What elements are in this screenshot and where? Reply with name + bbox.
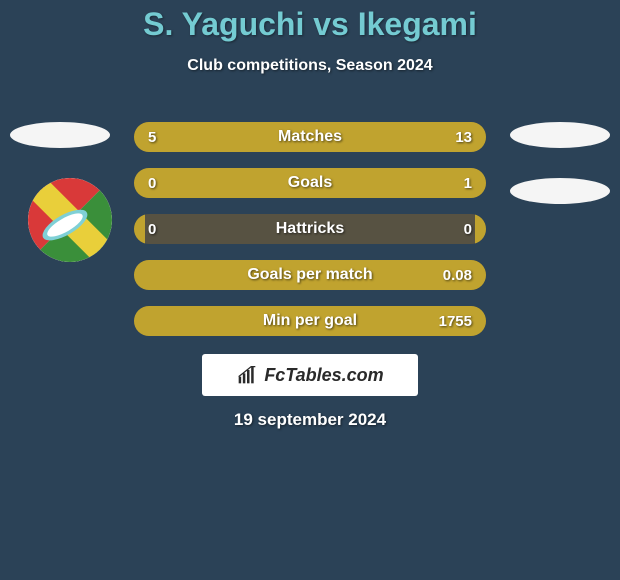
stat-value-left: 0 <box>148 214 156 244</box>
brand-badge: FcTables.com <box>202 354 418 396</box>
stat-value-right: 0 <box>464 214 472 244</box>
date-label: 19 september 2024 <box>0 410 620 430</box>
stat-value-right: 1 <box>464 168 472 198</box>
crest-icon <box>28 178 112 262</box>
stat-value-left: 5 <box>148 122 156 152</box>
stat-bars: Matches513Goals01Hattricks00Goals per ma… <box>134 122 486 352</box>
stat-label: Min per goal <box>134 306 486 336</box>
stat-row: Goals per match0.08 <box>134 260 486 290</box>
page-title: S. Yaguchi vs Ikegami <box>0 0 620 43</box>
team-crest-left <box>28 178 112 262</box>
stat-value-right: 1755 <box>439 306 472 336</box>
stat-row: Min per goal1755 <box>134 306 486 336</box>
stat-label: Matches <box>134 122 486 152</box>
stat-value-left: 0 <box>148 168 156 198</box>
stat-label: Hattricks <box>134 214 486 244</box>
chart-icon <box>236 365 258 385</box>
stat-row: Hattricks0 0 <box>134 214 486 244</box>
page-subtitle: Club competitions, Season 2024 <box>0 57 620 75</box>
team-right-slot-1 <box>510 122 610 148</box>
team-left-slot-1 <box>10 122 110 148</box>
stat-row: Goals0 1 <box>134 168 486 198</box>
brand-text: FcTables.com <box>264 365 383 386</box>
stat-label: Goals per match <box>134 260 486 290</box>
stat-value-right: 13 <box>455 122 472 152</box>
stat-label: Goals <box>134 168 486 198</box>
stat-value-right: 0.08 <box>443 260 472 290</box>
team-right-slot-2 <box>510 178 610 204</box>
stat-row: Matches5 13 <box>134 122 486 152</box>
